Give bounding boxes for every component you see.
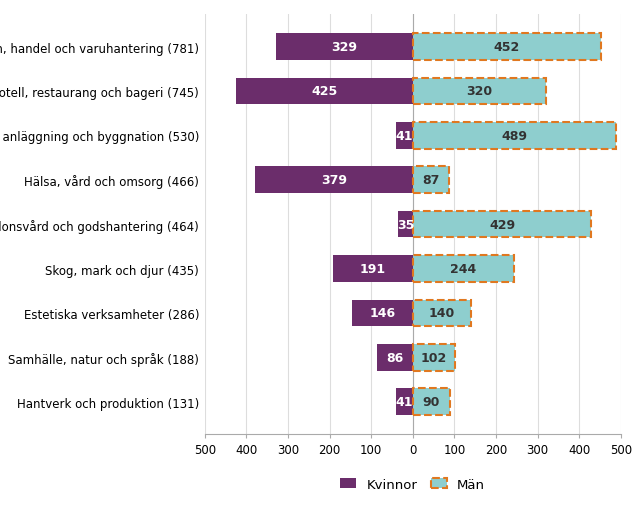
Text: 452: 452 bbox=[493, 41, 520, 54]
Bar bbox=[398, 212, 413, 238]
Bar bbox=[413, 389, 451, 415]
Text: 244: 244 bbox=[451, 263, 477, 276]
Bar bbox=[333, 256, 413, 282]
Text: 41: 41 bbox=[396, 395, 413, 409]
Text: 87: 87 bbox=[422, 174, 440, 187]
Text: 191: 191 bbox=[360, 263, 386, 276]
Text: 35: 35 bbox=[397, 218, 414, 231]
Bar bbox=[413, 212, 591, 238]
Bar bbox=[236, 78, 413, 105]
Text: 329: 329 bbox=[332, 41, 357, 54]
Bar bbox=[413, 300, 471, 327]
Bar bbox=[413, 167, 449, 194]
Text: 86: 86 bbox=[387, 351, 404, 364]
Bar bbox=[276, 34, 413, 61]
Bar bbox=[352, 300, 413, 327]
Text: 379: 379 bbox=[321, 174, 347, 187]
Bar bbox=[377, 344, 413, 371]
Bar bbox=[413, 123, 616, 149]
Text: 41: 41 bbox=[396, 130, 413, 142]
Text: 429: 429 bbox=[489, 218, 515, 231]
Text: 90: 90 bbox=[423, 395, 440, 409]
Bar bbox=[413, 78, 546, 105]
Bar bbox=[413, 34, 601, 61]
Text: 146: 146 bbox=[369, 307, 396, 320]
Text: 320: 320 bbox=[467, 85, 492, 98]
Text: 140: 140 bbox=[429, 307, 455, 320]
Bar bbox=[413, 256, 515, 282]
Bar bbox=[396, 123, 413, 149]
Bar bbox=[396, 389, 413, 415]
Text: 489: 489 bbox=[502, 130, 527, 142]
Text: 102: 102 bbox=[421, 351, 447, 364]
Text: 425: 425 bbox=[311, 85, 337, 98]
Legend: Kvinnor, Män: Kvinnor, Män bbox=[340, 478, 485, 490]
Bar bbox=[413, 344, 455, 371]
Bar bbox=[255, 167, 413, 194]
